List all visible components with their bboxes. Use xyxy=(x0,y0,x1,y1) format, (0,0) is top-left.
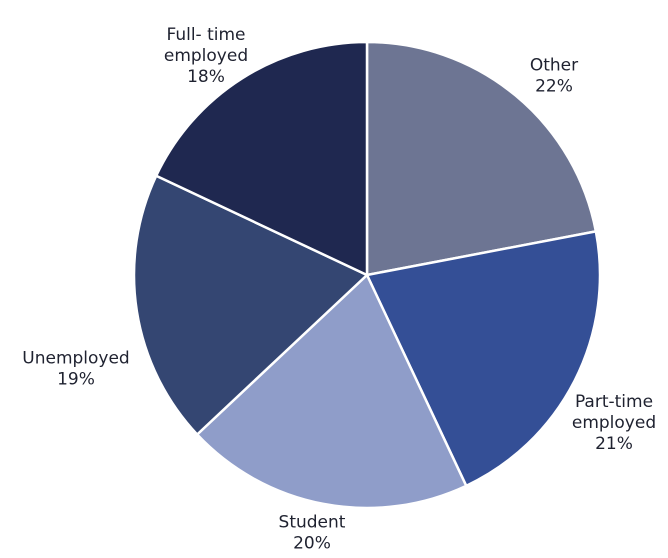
pie-label-student: Student 20% xyxy=(279,513,346,554)
pie-label-line: 21% xyxy=(595,434,633,454)
pie-label-line: Full- time xyxy=(166,25,245,45)
pie-label-line: 22% xyxy=(535,77,573,97)
pie-slice-full-time-employed xyxy=(154,40,369,277)
pie-labels: Other 22%Part-time employed 21%Student 20%Un… xyxy=(22,25,656,554)
pie-label-line: Unemployed xyxy=(22,349,129,369)
pie-label-unemployed: Unemployed 19% xyxy=(22,349,129,390)
pie-label-full-time-employed: Full- time employed 18% xyxy=(164,25,248,87)
pie-label-line: 20% xyxy=(293,534,331,554)
pie-label-line: employed xyxy=(572,413,656,433)
pie-slice-unemployed xyxy=(132,174,369,436)
pie-label-line: 19% xyxy=(57,370,95,390)
pie-label-line: Other xyxy=(530,56,578,76)
pie-label-part-time-employed: Part-time employed 21% xyxy=(572,392,656,454)
pie-label-line: Student xyxy=(279,513,346,533)
pie-label-line: Part-time xyxy=(575,392,653,412)
pie-slice-part-time-employed xyxy=(365,230,602,488)
pie-label-other: Other 22% xyxy=(530,56,578,97)
pie-slice-other xyxy=(365,40,598,277)
pie-label-line: employed xyxy=(164,46,248,66)
pie-slice-student xyxy=(195,273,468,510)
pie-label-line: 18% xyxy=(187,67,225,87)
pie-slices xyxy=(132,40,602,510)
